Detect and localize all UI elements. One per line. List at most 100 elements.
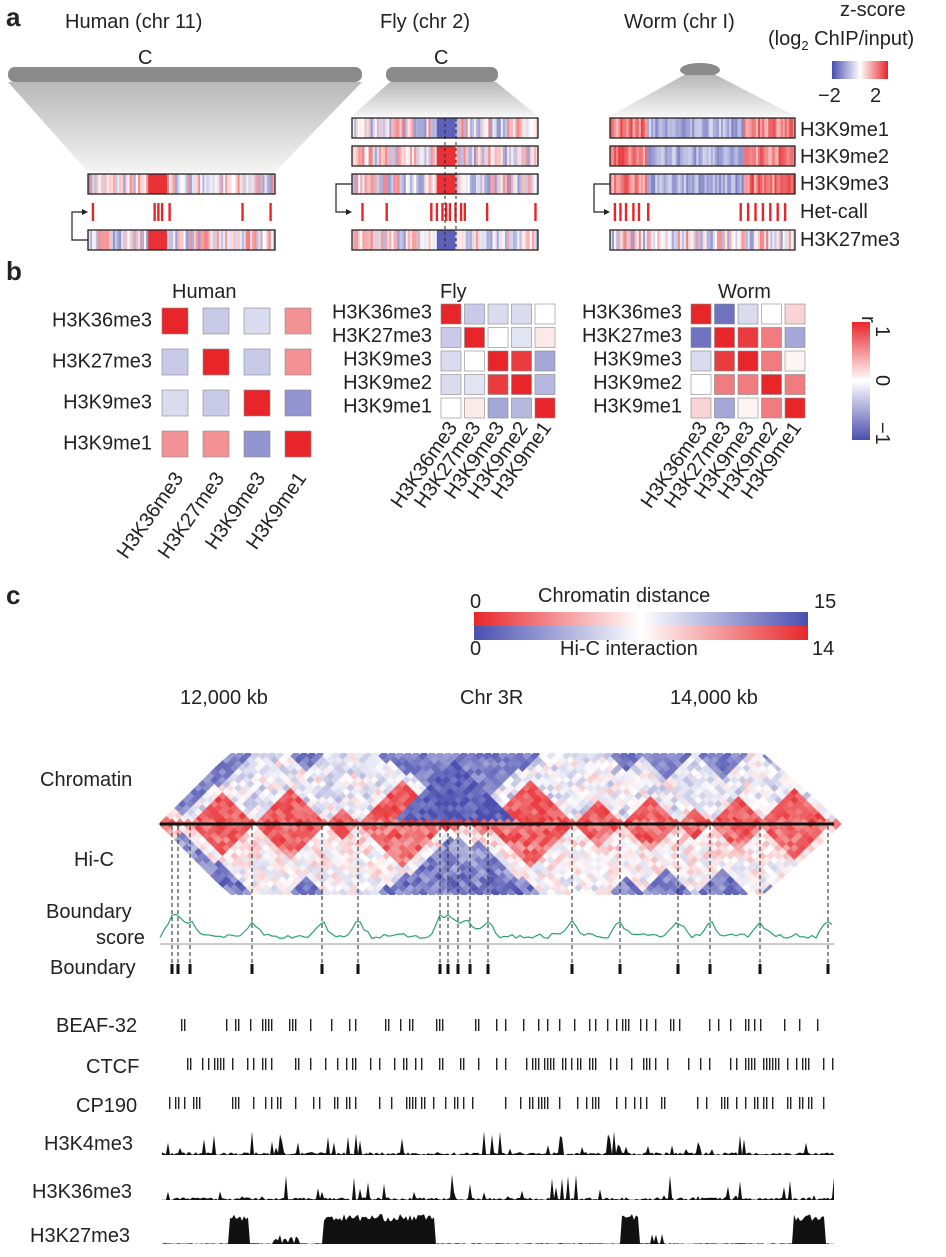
matrix-row-label: H3K9me3 [593, 348, 682, 370]
track-segment [438, 174, 442, 194]
track-segment [372, 118, 376, 138]
track-segment [88, 174, 91, 194]
track-segment [745, 174, 749, 194]
track-segment [445, 118, 448, 138]
track-segment [416, 118, 419, 138]
track-segment [708, 118, 712, 138]
track-segment [509, 146, 512, 166]
track-segment [628, 174, 631, 194]
track-segment [673, 118, 677, 138]
r-colorbar [852, 322, 870, 440]
track-segment [389, 230, 392, 250]
track-segment [374, 230, 378, 250]
track-segment [630, 174, 633, 194]
worm-zoom-fan [610, 75, 795, 116]
track-segment [358, 174, 361, 194]
matrix-cell [534, 327, 556, 348]
binding-site [796, 1058, 798, 1070]
track-segment [391, 174, 394, 194]
track-segment [661, 230, 664, 250]
binding-site [277, 1097, 279, 1109]
track-segment [531, 118, 535, 138]
track-segment [788, 146, 792, 166]
track-segment [749, 118, 753, 138]
track-segment [214, 230, 218, 250]
hic-scale-max: 14 [812, 638, 834, 660]
track-segment [432, 146, 435, 166]
track-segment [513, 118, 516, 138]
track-segment [457, 174, 460, 194]
track-segment [453, 230, 456, 250]
binding-site [709, 1019, 711, 1031]
binding-site [478, 1019, 480, 1031]
track-segment [784, 146, 788, 166]
track-segment [527, 230, 531, 250]
track-segment [411, 230, 415, 250]
track-segment [716, 146, 720, 166]
track-segment [366, 146, 369, 166]
track-segment [146, 174, 149, 194]
track-segment [461, 118, 464, 138]
track-segment [243, 174, 247, 194]
track-segment [115, 230, 118, 250]
track-segment [511, 230, 514, 250]
track-segment [661, 174, 664, 194]
track-segment [354, 230, 357, 250]
track-segment [393, 174, 396, 194]
track-segment [225, 174, 228, 194]
track-segment [502, 146, 506, 166]
track-segment [529, 230, 533, 250]
track-segment [721, 230, 724, 250]
track-segment [774, 174, 777, 194]
track-segment [409, 146, 413, 166]
matrix-cell [511, 327, 532, 348]
track-segment [106, 230, 110, 250]
track-segment [628, 146, 631, 166]
track-segment [480, 146, 483, 166]
binding-site [661, 1097, 663, 1109]
track-segment [661, 146, 664, 166]
binding-site [436, 1019, 438, 1031]
track-segment [624, 230, 627, 250]
track-segment [88, 230, 91, 250]
track-segment [183, 174, 186, 194]
track-segment [517, 174, 520, 194]
track-segment [164, 230, 168, 250]
binding-site [262, 1058, 264, 1070]
track-segment [681, 174, 685, 194]
track-segment [620, 118, 623, 138]
track-segment [445, 174, 448, 194]
track-segment [364, 174, 367, 194]
het-call-mark [459, 203, 463, 221]
binding-site [646, 1019, 648, 1031]
matrix-row-label: H3K9me2 [343, 372, 432, 394]
binding-site [412, 1019, 414, 1031]
track-segment [790, 174, 794, 194]
track-segment [478, 174, 481, 194]
track-segment [704, 146, 707, 166]
track-segment [239, 174, 243, 194]
track-segment [778, 174, 781, 194]
track-segment [171, 230, 174, 250]
binding-site [409, 1097, 411, 1109]
track-segment [424, 118, 427, 138]
track-segment [708, 230, 712, 250]
distance-scale-min: 0 [470, 591, 481, 613]
track-segment [484, 230, 487, 250]
track-segment [102, 230, 105, 250]
track-segment [790, 146, 794, 166]
binding-site [184, 1097, 186, 1109]
panel-b: Human Fly Worm H3K36me3H3K36me3H3K27me3H… [52, 281, 893, 563]
boundary-mark [758, 964, 762, 974]
track-segment [762, 118, 765, 138]
het-call-mark [168, 203, 171, 221]
track-segment [776, 146, 779, 166]
track-segment [200, 174, 203, 194]
track-segment [743, 174, 746, 194]
track-segment [227, 174, 230, 194]
binding-site [763, 1058, 765, 1070]
binding-site [355, 1097, 357, 1109]
binding-site [463, 1058, 465, 1070]
track-segment [529, 146, 533, 166]
